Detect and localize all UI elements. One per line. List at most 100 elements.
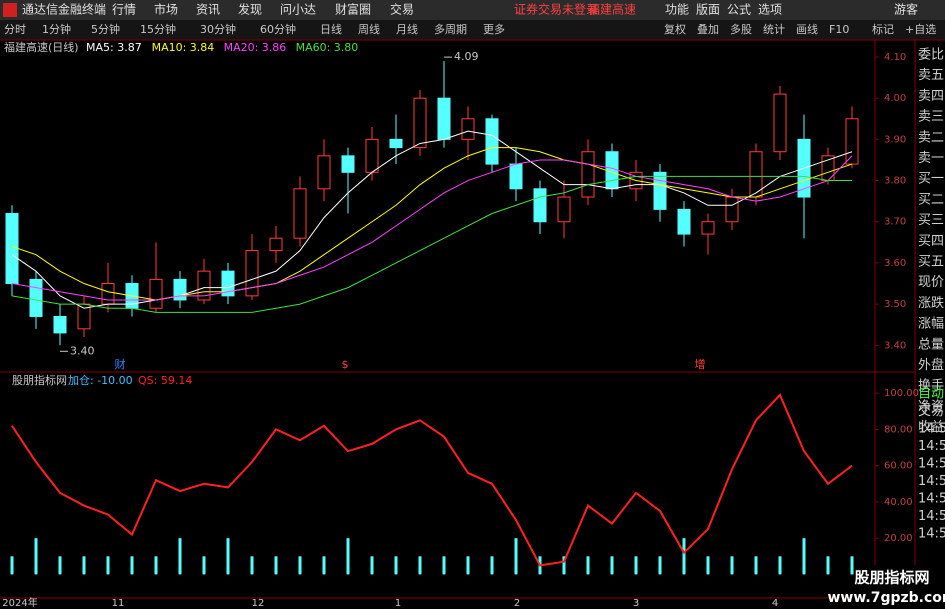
menu-item[interactable]: 更多 — [483, 22, 505, 36]
side-item: 买二 — [918, 192, 944, 207]
side-item: 外盘 — [918, 357, 944, 373]
candle — [653, 171, 667, 210]
periods: 分时 1分钟 5分钟 15分钟 30分钟 60分钟 日线 周线 月线 多周期 更多 — [4, 22, 505, 36]
signal-bar — [658, 556, 662, 575]
tool[interactable]: F10 — [829, 23, 849, 36]
signal-bar — [562, 556, 566, 575]
signal-bar — [514, 538, 518, 575]
tool[interactable]: 标记 — [872, 22, 894, 36]
signal-bar — [10, 556, 14, 575]
event: 财 — [115, 357, 126, 371]
candle — [413, 97, 427, 149]
tool[interactable]: 多股 — [730, 22, 752, 36]
candle — [389, 138, 403, 149]
candle — [677, 208, 691, 235]
menu-bar — [0, 0, 945, 20]
y-tick-label: 80.00 — [884, 424, 913, 435]
candle — [197, 270, 211, 301]
date-axis: 2024年 11 12 1 2 3 4 — [2, 596, 778, 609]
signal-bar — [778, 556, 782, 575]
signal-bar — [130, 556, 134, 575]
menu-item[interactable]: 分时 — [4, 23, 26, 36]
y-tick-label: 60.00 — [884, 461, 913, 472]
logo: 通达信金融终端 — [22, 2, 106, 17]
stock: 福建高速 — [588, 2, 636, 17]
menu-item[interactable]: 60分钟 — [260, 22, 296, 36]
candle — [509, 163, 523, 190]
menu-item[interactable]: 交易 — [390, 2, 414, 17]
signal-bar — [250, 556, 254, 575]
candle — [605, 151, 619, 190]
tool[interactable]: 复权 — [664, 22, 686, 36]
signal-bar — [466, 556, 470, 575]
indicator-title: 股朋指标网 — [12, 373, 67, 387]
side-item: 卖四 — [918, 89, 944, 104]
side-item: 买一 — [918, 172, 944, 187]
signal-bar — [394, 556, 398, 575]
candle — [341, 155, 355, 173]
signal-bar — [274, 556, 278, 575]
tool[interactable]: 统计 — [763, 23, 785, 36]
menu-item[interactable]: 问小达 — [280, 3, 316, 17]
signal-bar — [34, 538, 38, 575]
side-item: 14:56 — [918, 509, 945, 524]
menu-item[interactable]: 市场 — [154, 2, 178, 17]
menu-item[interactable]: 15分钟 — [140, 22, 176, 36]
candle — [101, 283, 115, 305]
legend: MA20: 3.86 — [224, 41, 287, 54]
annotation: 4.09 — [454, 50, 479, 63]
signal-bar — [178, 538, 182, 575]
candle — [269, 237, 283, 252]
menu: 行情 市场 资讯 发现 问小达 财富圈 交易 — [112, 2, 414, 17]
menu-item[interactable]: 30分钟 — [200, 22, 236, 36]
ma-line — [11, 155, 853, 301]
event: 增 — [695, 357, 706, 371]
menu-item[interactable]: 多周期 — [434, 22, 467, 36]
menu-item[interactable]: 财富圈 — [335, 2, 371, 17]
menu-item[interactable]: 行情 — [112, 3, 136, 17]
tool[interactable]: 叠加 — [697, 23, 719, 36]
candle — [461, 118, 475, 140]
date-label: 3 — [633, 598, 639, 609]
y-tick-label: 20.00 — [884, 533, 913, 544]
candle — [221, 270, 235, 297]
signal-bar — [586, 556, 590, 575]
menu-item[interactable]: 1分钟 — [42, 22, 71, 36]
side-item: 14:56 — [918, 492, 945, 507]
candle — [149, 278, 163, 309]
menu-item[interactable]: 版面 — [696, 3, 720, 17]
side-item: 自动 — [918, 387, 944, 402]
side-item: 换手 — [918, 379, 944, 394]
y-tick-label: 3.50 — [884, 299, 906, 310]
legend: MA5: 3.87 — [86, 41, 142, 54]
tool[interactable]: +自选 — [905, 23, 936, 36]
candle — [5, 213, 19, 285]
candle — [701, 221, 715, 235]
y-tick-label: 3.40 — [884, 340, 906, 351]
menu-item[interactable]: 资讯 — [196, 3, 220, 17]
signal-bar — [754, 556, 758, 575]
candle — [29, 278, 43, 317]
user[interactable]: 游客 — [894, 2, 918, 17]
menu-item[interactable]: 功能 — [665, 3, 689, 17]
tool[interactable]: 画线 — [796, 22, 818, 36]
annotation: 3.40 — [70, 344, 95, 357]
candle — [557, 196, 571, 223]
menu-item[interactable]: 5分钟 — [91, 22, 120, 36]
menu-item[interactable]: 选项 — [758, 3, 782, 17]
menu-item[interactable]: 公式 — [727, 3, 751, 17]
menu-item[interactable]: 发现 — [238, 2, 262, 17]
candle — [485, 118, 499, 165]
side-item: 涨跌 — [918, 295, 944, 311]
date-label: 2 — [514, 598, 520, 609]
side-item: 净资 — [918, 399, 944, 414]
menu-item[interactable]: 月线 — [396, 22, 418, 36]
side-item: 14:56 — [918, 439, 945, 454]
signal-bar — [730, 556, 734, 575]
watermark-bg — [840, 565, 945, 609]
menu-item[interactable]: 日线 — [320, 22, 342, 36]
candle — [245, 250, 259, 297]
menu-item[interactable]: 周线 — [358, 22, 380, 36]
side-item: 收益 — [918, 420, 944, 435]
date-label: 12 — [252, 598, 265, 609]
